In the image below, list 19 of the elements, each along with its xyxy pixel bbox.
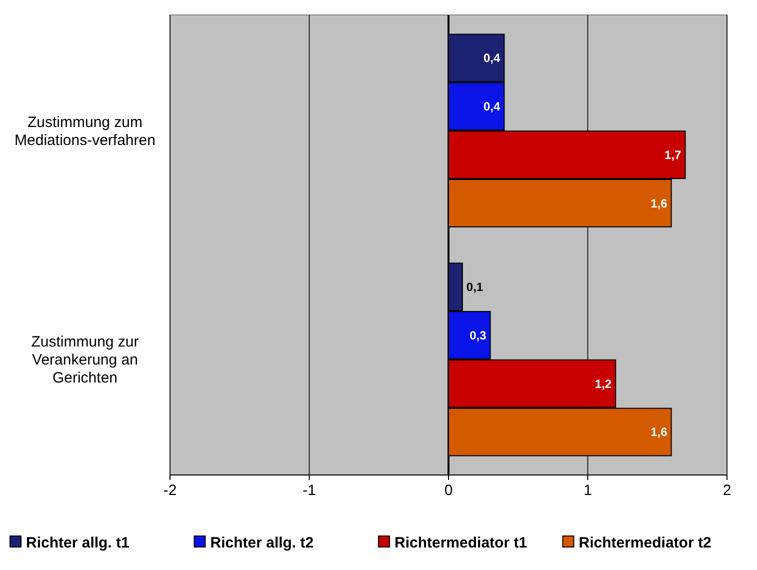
data-label: 1,2 [594,376,612,391]
legend-label: Richtermediator t1 [394,534,528,552]
data-label: 0,1 [466,280,484,294]
data-label: 1,6 [650,196,668,210]
data-label: 0,3 [470,328,487,342]
data-label: 0,4 [484,100,501,114]
data-label: 0,4 [484,51,501,66]
x-tick-label: 0 [444,482,453,499]
data-label: 1,6 [650,425,668,440]
legend-label: Richtermediator t2 [578,534,712,552]
legend-label: Richter allg. t1 [26,534,130,552]
x-tick-label: 2 [722,482,732,499]
x-tick-label: 1 [584,482,592,499]
y-tick-label: Zustimmung zum Mediations-verfahren [14,114,156,149]
data-label: 1,7 [664,148,682,162]
x-tick-label: -2 [163,482,177,499]
y-tick-label: Zustimmung zur Verankerung an Gerichten [31,334,139,387]
x-tick-label: -1 [302,482,316,499]
legend-label: Richter allg. t2 [210,534,314,552]
